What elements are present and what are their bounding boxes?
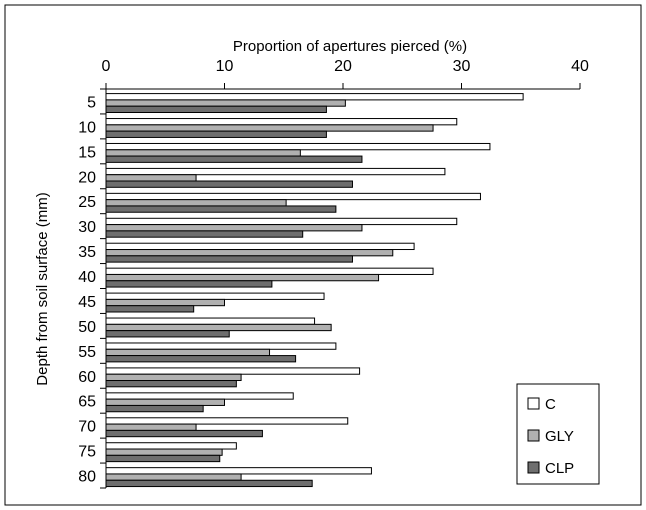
bar-gly-20 bbox=[105, 174, 197, 182]
bar-clp-45 bbox=[105, 305, 195, 313]
bar-gly-65 bbox=[105, 398, 225, 406]
legend-label-clp: CLP bbox=[545, 460, 574, 477]
x-tick-label-40: 40 bbox=[571, 58, 589, 75]
bar-gly-75 bbox=[105, 448, 223, 456]
bar-gly-60 bbox=[105, 373, 242, 382]
legend-swatch-c bbox=[527, 397, 540, 410]
x-tick-label-20: 20 bbox=[334, 58, 352, 75]
bar-c-25 bbox=[105, 192, 481, 201]
legend-label-c: C bbox=[545, 396, 556, 413]
axes-group: 0 10 20 30 40 5 10 15 20 25 30 35 40 45 50 55 60 65 70 75 80 bbox=[78, 58, 589, 489]
bar-clp-65 bbox=[105, 404, 204, 413]
legend: C GLY CLP bbox=[516, 383, 600, 485]
legend-swatch-clp bbox=[527, 461, 540, 474]
bar-c-70 bbox=[105, 417, 349, 425]
bar-c-45 bbox=[105, 292, 325, 300]
bar-gly-50 bbox=[105, 323, 332, 332]
bar-gly-45 bbox=[105, 298, 225, 307]
x-tick-label-10: 10 bbox=[216, 58, 234, 75]
y-tick-label-50: 50 bbox=[78, 319, 96, 336]
bar-c-10 bbox=[105, 118, 458, 126]
legend-label-gly: GLY bbox=[545, 428, 574, 445]
bar-gly-40 bbox=[105, 273, 380, 282]
y-tick-label-45: 45 bbox=[78, 294, 96, 311]
y-tick-label-20: 20 bbox=[78, 169, 96, 186]
x-tick-label-0: 0 bbox=[102, 58, 111, 75]
y-tick-label-40: 40 bbox=[78, 269, 96, 286]
bar-clp-35 bbox=[105, 255, 353, 263]
bar-clp-70 bbox=[105, 429, 263, 438]
bar-clp-50 bbox=[105, 330, 230, 338]
bar-c-35 bbox=[105, 242, 415, 251]
bar-clp-60 bbox=[105, 380, 237, 388]
bar-c-55 bbox=[105, 342, 337, 350]
bar-clp-40 bbox=[105, 280, 273, 288]
bar-gly-5 bbox=[105, 99, 346, 107]
bar-clp-30 bbox=[105, 230, 304, 238]
y-tick-label-10: 10 bbox=[78, 119, 96, 136]
bar-gly-10 bbox=[105, 124, 434, 132]
bar-c-65 bbox=[105, 392, 294, 400]
y-tick-label-65: 65 bbox=[78, 394, 96, 411]
bar-c-60 bbox=[105, 367, 361, 375]
bars-group bbox=[105, 93, 524, 488]
bar-clp-20 bbox=[105, 180, 353, 188]
bar-gly-80 bbox=[105, 473, 242, 481]
y-tick-label-25: 25 bbox=[78, 194, 96, 211]
bar-gly-55 bbox=[105, 348, 271, 357]
bar-c-75 bbox=[105, 442, 237, 450]
bar-c-20 bbox=[105, 167, 446, 176]
y-tick-label-15: 15 bbox=[78, 144, 96, 161]
bar-c-5 bbox=[105, 93, 524, 101]
y-tick-label-5: 5 bbox=[87, 94, 96, 111]
bar-c-30 bbox=[105, 217, 458, 226]
bar-gly-15 bbox=[105, 149, 301, 157]
bar-clp-75 bbox=[105, 454, 221, 463]
y-tick-label-80: 80 bbox=[78, 469, 96, 486]
bar-clp-55 bbox=[105, 355, 297, 363]
y-axis-title: Depth from soil surface (mm) bbox=[34, 192, 51, 385]
bar-clp-25 bbox=[105, 205, 337, 213]
legend-swatch-gly bbox=[527, 429, 540, 442]
y-tick-label-60: 60 bbox=[78, 369, 96, 386]
y-tick-label-70: 70 bbox=[78, 419, 96, 436]
bar-c-50 bbox=[105, 317, 316, 325]
bar-gly-70 bbox=[105, 423, 197, 431]
bar-clp-15 bbox=[105, 155, 363, 163]
y-tick-label-55: 55 bbox=[78, 344, 96, 361]
y-tick-label-30: 30 bbox=[78, 219, 96, 236]
bar-gly-35 bbox=[105, 249, 394, 257]
x-axis-title: Proportion of apertures pierced (%) bbox=[233, 38, 467, 55]
y-tick-label-75: 75 bbox=[78, 444, 96, 461]
y-tick-label-35: 35 bbox=[78, 244, 96, 261]
bar-gly-25 bbox=[105, 199, 287, 207]
bar-clp-80 bbox=[105, 479, 313, 488]
bar-clp-10 bbox=[105, 130, 327, 138]
bar-c-15 bbox=[105, 142, 491, 151]
bar-clp-5 bbox=[105, 105, 327, 113]
bar-c-40 bbox=[105, 267, 434, 275]
bar-c-80 bbox=[105, 467, 372, 475]
x-tick-label-30: 30 bbox=[453, 58, 471, 75]
bar-gly-30 bbox=[105, 224, 363, 232]
